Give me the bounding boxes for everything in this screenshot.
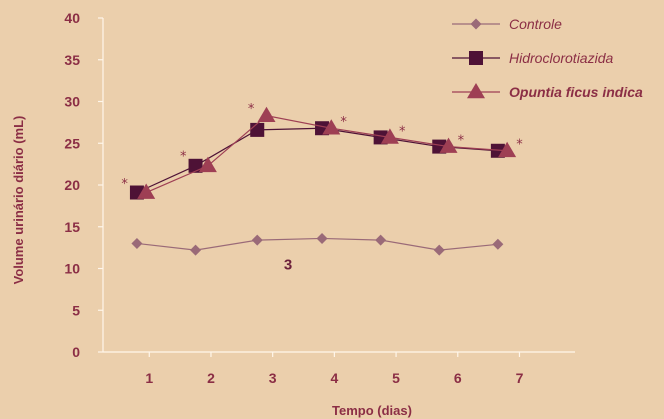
chart-marks: * * * * * * * 3 (121, 102, 523, 273)
data-point (250, 122, 265, 137)
data-point (190, 244, 202, 256)
data-point (198, 156, 217, 173)
legend-label: Controle (509, 16, 562, 32)
x-tick-label: 2 (207, 370, 215, 386)
x-tick-label: 3 (269, 370, 277, 386)
data-point (439, 137, 458, 153)
data-point (137, 183, 156, 199)
series-1 (131, 232, 504, 256)
significance-star: * (340, 115, 347, 130)
data-point (251, 234, 263, 246)
y-tick-label: 20 (64, 177, 80, 193)
series-3 (137, 106, 517, 199)
significance-star: * (458, 134, 465, 149)
significance-star: * (399, 124, 406, 139)
y-tick-label: 30 (64, 94, 80, 110)
x-tick-label: 4 (330, 370, 338, 386)
y-axis-title: Volume urinário diário (mL) (11, 116, 26, 285)
y-tick-label: 40 (64, 10, 80, 26)
legend-label: Opuntia ficus indica (509, 84, 643, 100)
data-point (257, 106, 276, 122)
x-tick-label: 7 (516, 370, 524, 386)
series-line (136, 237, 498, 251)
annotation-label: 3 (284, 256, 292, 273)
legend-marker (469, 51, 483, 65)
data-point (380, 128, 399, 144)
axes: 0 5 10 15 20 25 30 35 40 1 2 3 4 5 6 7 (64, 10, 575, 386)
data-point (131, 237, 143, 249)
x-tick-label: 5 (392, 370, 400, 386)
data-point (492, 238, 504, 250)
y-tick-label: 5 (72, 302, 80, 318)
series-2 (129, 121, 505, 200)
x-tick-label: 6 (454, 370, 462, 386)
data-point (433, 244, 445, 256)
legend: Controle Hidroclorotiazida Opuntia ficus i… (452, 16, 643, 100)
data-point (498, 141, 517, 158)
legend-entry: Controle (452, 16, 562, 32)
legend-label: Hidroclorotiazida (509, 50, 613, 66)
significance-star: * (248, 102, 255, 117)
y-tick-label: 35 (64, 52, 80, 68)
legend-marker (467, 83, 485, 99)
significance-star: * (516, 138, 523, 153)
data-point (316, 232, 328, 244)
x-axis-title: Tempo (dias) (332, 403, 412, 418)
y-tick-label: 0 (72, 344, 80, 360)
y-tick-label: 10 (64, 261, 80, 277)
legend-entry: Hidroclorotiazida (452, 50, 613, 66)
legend-marker (470, 18, 482, 30)
y-tick-label: 15 (64, 219, 80, 235)
significance-star: * (121, 177, 128, 192)
x-tick-label: 1 (145, 370, 153, 386)
y-tick-label: 25 (64, 135, 80, 151)
data-point (375, 234, 387, 246)
data-point (322, 119, 341, 135)
significance-star: * (180, 149, 187, 164)
legend-entry: Opuntia ficus indica (452, 83, 643, 100)
